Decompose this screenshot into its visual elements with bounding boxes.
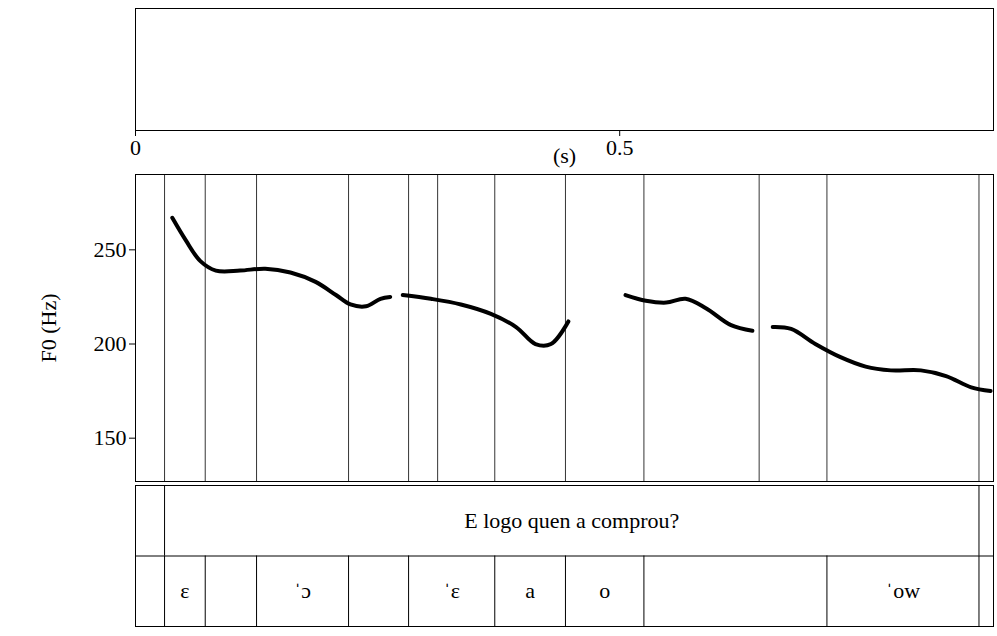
svg-text:F0 (Hz): F0 (Hz): [36, 293, 61, 362]
svg-text:ˈɛ: ˈɛ: [443, 578, 460, 603]
svg-text:200: 200: [94, 331, 127, 356]
svg-text:ˈɔ: ˈɔ: [294, 578, 311, 603]
svg-text:o: o: [599, 578, 610, 603]
svg-text:250: 250: [94, 237, 127, 262]
svg-text:ɛ: ɛ: [180, 578, 189, 603]
svg-text:0: 0: [130, 135, 141, 160]
svg-text:E logo quen a comprou?: E logo quen a comprou?: [464, 508, 679, 533]
svg-text:150: 150: [94, 425, 127, 450]
svg-text:(s): (s): [553, 143, 576, 168]
svg-text:a: a: [525, 578, 535, 603]
svg-text:ˈow: ˈow: [886, 578, 920, 603]
svg-text:0.5: 0.5: [606, 135, 634, 160]
